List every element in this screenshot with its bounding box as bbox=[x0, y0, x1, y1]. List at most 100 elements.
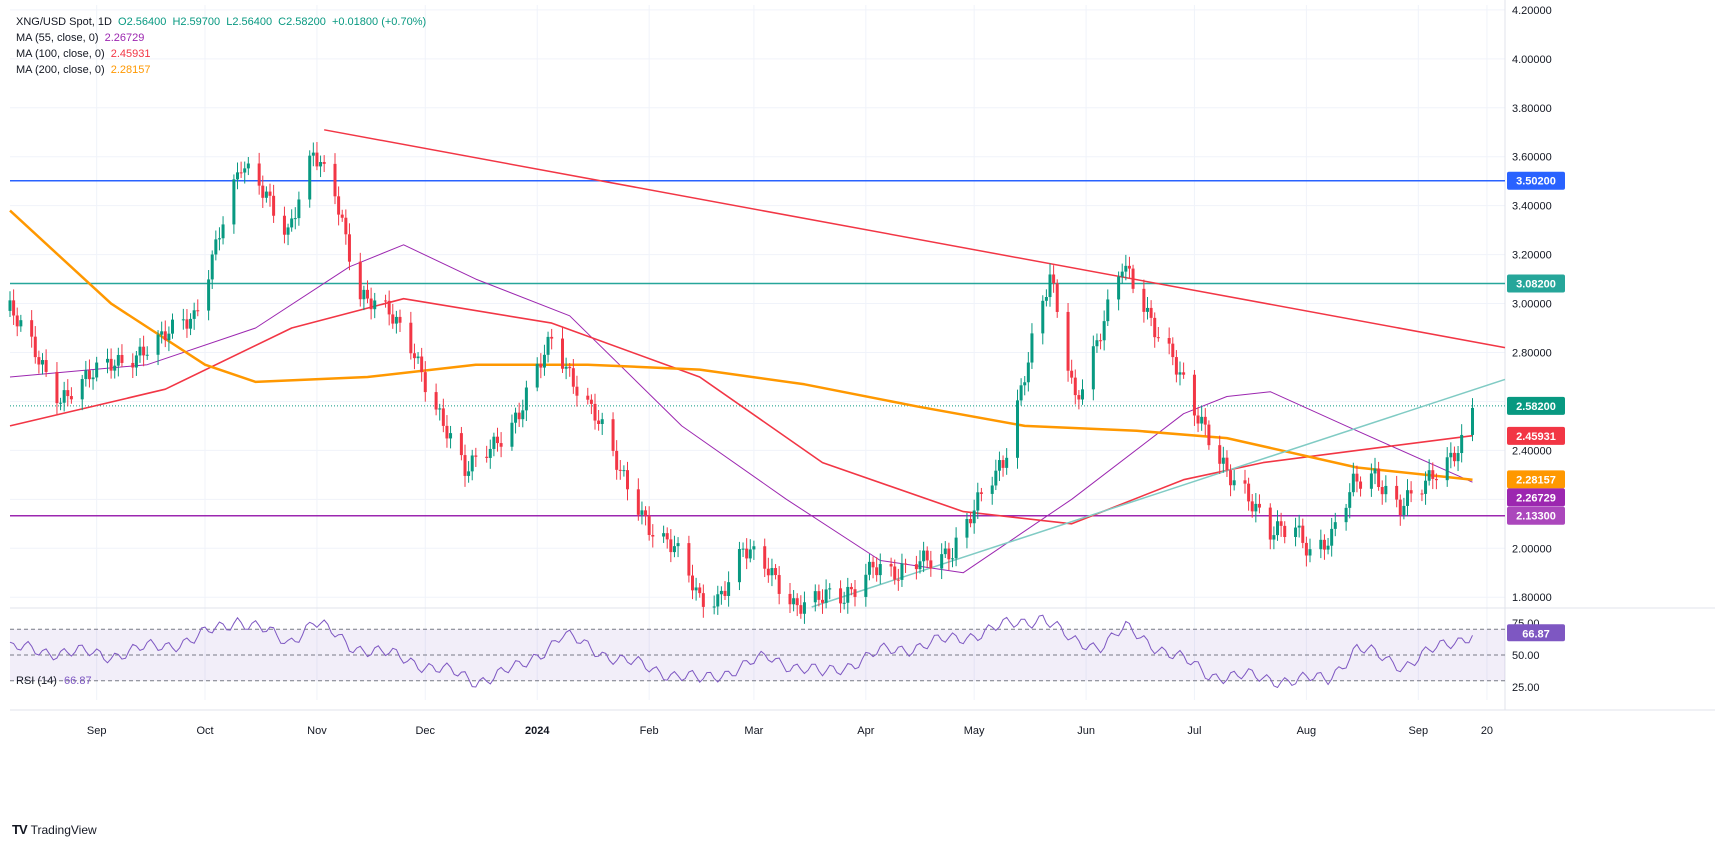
rsi-value-badge bbox=[1507, 624, 1565, 642]
symbol-header: XNG/USD Spot, 1D O2.56400 H2.59700 L2.56… bbox=[16, 15, 429, 30]
candle-body bbox=[972, 510, 976, 524]
candle-body bbox=[969, 518, 973, 524]
candle-body bbox=[1178, 372, 1182, 375]
candle-body bbox=[145, 354, 149, 356]
tradingview-logo-text: TradingView bbox=[30, 822, 97, 837]
candle-body bbox=[1073, 377, 1077, 396]
candle-body bbox=[651, 535, 655, 537]
candle-body bbox=[575, 386, 579, 396]
candle-body bbox=[261, 185, 265, 198]
candle-body bbox=[1099, 340, 1103, 342]
price-label-text: 2.26729 bbox=[1516, 492, 1556, 504]
candle-body bbox=[644, 510, 648, 516]
time-tick-label: Sep bbox=[87, 725, 107, 737]
tradingview-logo[interactable]: TV TradingView bbox=[12, 822, 97, 837]
moving-averages bbox=[9, 209, 1473, 574]
time-tick-label: Aug bbox=[1297, 725, 1317, 737]
candle-body bbox=[1124, 265, 1128, 272]
candle-body bbox=[1120, 271, 1124, 277]
candle-body bbox=[449, 433, 453, 439]
candles bbox=[8, 142, 1474, 624]
price-tick-label: 2.00000 bbox=[1512, 543, 1552, 555]
candle-body bbox=[185, 319, 189, 329]
candle-body bbox=[474, 455, 478, 457]
candle-body bbox=[640, 510, 644, 515]
ma200-legend[interactable]: MA (200, close, 0) 2.28157 bbox=[16, 63, 153, 78]
candle-body bbox=[550, 336, 554, 339]
candle-body bbox=[181, 319, 185, 321]
candle-body bbox=[1434, 478, 1438, 481]
price-label-text: 3.50200 bbox=[1516, 176, 1556, 188]
candle-body bbox=[1200, 416, 1204, 424]
candle-body bbox=[593, 403, 597, 421]
candle-body bbox=[84, 370, 88, 380]
candle-body bbox=[647, 515, 651, 536]
ma55-legend[interactable]: MA (55, close, 0) 2.26729 bbox=[16, 31, 147, 46]
candle-body bbox=[1167, 338, 1171, 344]
price-label-text: 2.45931 bbox=[1516, 431, 1556, 443]
candle-body bbox=[391, 314, 395, 324]
candle-body bbox=[618, 469, 622, 471]
candle-body bbox=[698, 587, 702, 594]
candle-body bbox=[286, 227, 290, 235]
candle-body bbox=[366, 289, 369, 299]
candle-body bbox=[1294, 527, 1298, 537]
candle-body bbox=[358, 261, 362, 300]
candle-body bbox=[571, 368, 575, 387]
candle-body bbox=[369, 298, 373, 310]
candle-body bbox=[488, 448, 492, 458]
candle-body bbox=[1333, 522, 1337, 529]
candle-body bbox=[347, 234, 351, 262]
candle-body bbox=[1001, 460, 1005, 468]
symbol-title[interactable]: XNG/USD Spot, 1D bbox=[16, 16, 112, 28]
candle-body bbox=[914, 564, 918, 570]
candle-body bbox=[1171, 343, 1175, 358]
candle-body bbox=[394, 316, 398, 324]
price-labels: 66.87 2.58200 2.45931 2.28157 2.26729 2.13300… bbox=[1507, 171, 1565, 642]
candle-body bbox=[542, 354, 546, 368]
trendline bbox=[324, 129, 1506, 349]
candle-body bbox=[1398, 499, 1402, 516]
candle-body bbox=[900, 563, 904, 580]
price-tick-label: 3.40000 bbox=[1512, 201, 1552, 213]
price-tick-label: 3.20000 bbox=[1512, 250, 1552, 262]
price-label-badge bbox=[1507, 396, 1565, 415]
candle-body bbox=[1348, 492, 1352, 508]
candle-body bbox=[160, 331, 164, 335]
candle-body bbox=[163, 331, 167, 341]
candle-body bbox=[210, 254, 214, 280]
candle-body bbox=[701, 593, 705, 607]
candle-body bbox=[918, 561, 922, 570]
candle-body bbox=[1232, 480, 1236, 486]
price-tick-label: 2.80000 bbox=[1512, 347, 1552, 359]
candle-body bbox=[521, 410, 525, 420]
candle-body bbox=[1452, 452, 1456, 462]
candle-body bbox=[171, 319, 174, 334]
candle-body bbox=[1445, 457, 1449, 481]
candle-body bbox=[268, 191, 272, 196]
candle-body bbox=[997, 460, 1001, 471]
candle-body bbox=[1449, 452, 1453, 458]
candle-body bbox=[12, 300, 16, 316]
candle-body bbox=[1117, 276, 1121, 300]
candle-body bbox=[799, 605, 803, 614]
candle-body bbox=[1026, 362, 1030, 383]
candle-body bbox=[362, 289, 366, 300]
time-axis[interactable]: Sep Oct Nov Dec 2024 Feb Mar Apr May Jun Jul Aug Sep… bbox=[87, 725, 1493, 737]
candle-body bbox=[1420, 493, 1424, 495]
candle-body bbox=[282, 215, 286, 235]
rsi-legend[interactable]: RSI (14) 66.87 bbox=[16, 675, 92, 687]
candle-body bbox=[622, 470, 626, 472]
candle-body bbox=[1355, 473, 1359, 482]
candle-body bbox=[636, 489, 640, 515]
candle-body bbox=[80, 379, 84, 400]
ma100-legend[interactable]: MA (100, close, 0) 2.45931 bbox=[16, 47, 153, 62]
price-label-badge bbox=[1507, 426, 1565, 445]
candle-body bbox=[319, 162, 323, 167]
candle-body bbox=[1081, 389, 1084, 400]
price-label-text: 2.13300 bbox=[1516, 511, 1556, 523]
price-label-text: 2.58200 bbox=[1516, 401, 1556, 413]
